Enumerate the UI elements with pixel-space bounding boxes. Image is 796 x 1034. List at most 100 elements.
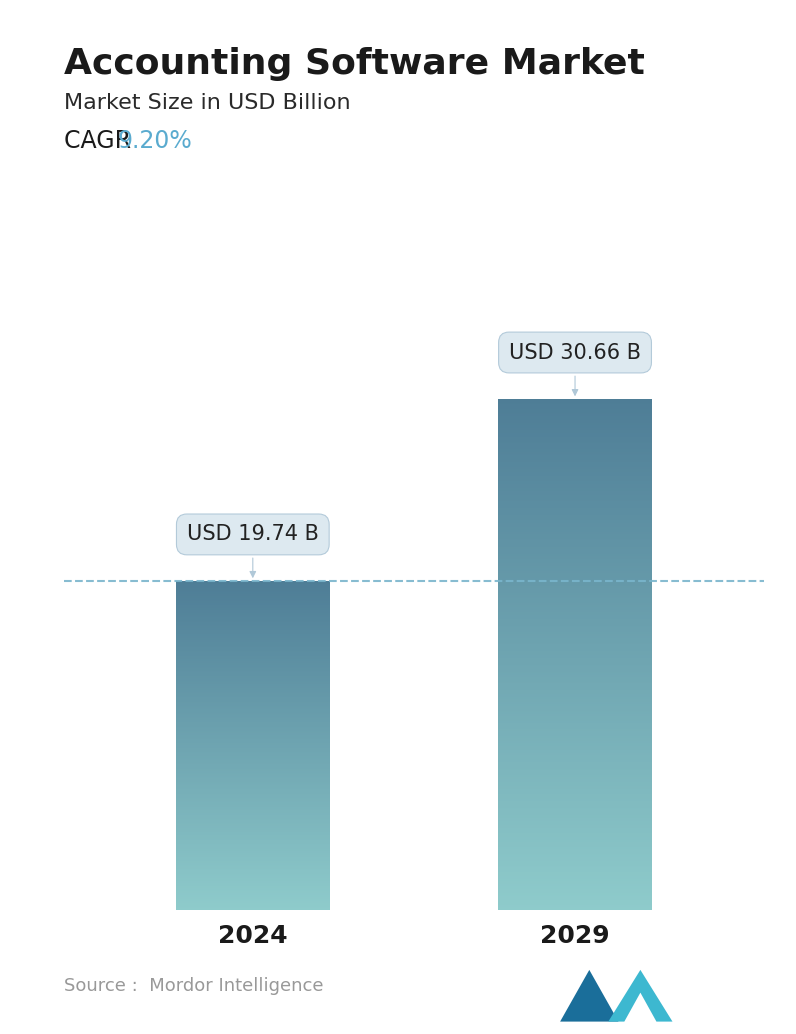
Bar <box>498 576 652 578</box>
Bar <box>176 677 330 678</box>
Bar <box>176 599 330 600</box>
Bar <box>498 647 652 649</box>
Bar <box>176 688 330 689</box>
Bar <box>176 812 330 813</box>
Bar <box>176 656 330 657</box>
Bar <box>176 850 330 851</box>
Bar <box>498 652 652 655</box>
Bar <box>498 786 652 787</box>
Bar <box>176 780 330 781</box>
Bar <box>176 598 330 599</box>
Bar <box>176 762 330 763</box>
Bar <box>498 869 652 871</box>
Bar <box>176 667 330 668</box>
Bar <box>498 496 652 498</box>
Bar <box>176 842 330 843</box>
Bar <box>176 751 330 752</box>
Bar <box>176 800 330 801</box>
Bar <box>498 646 652 647</box>
Bar <box>176 854 330 855</box>
Bar <box>176 772 330 774</box>
Bar <box>498 507 652 508</box>
Bar <box>176 692 330 693</box>
Bar <box>498 602 652 604</box>
Bar <box>176 753 330 754</box>
Bar <box>176 609 330 611</box>
Bar <box>176 757 330 758</box>
Bar <box>176 648 330 649</box>
Bar <box>176 693 330 694</box>
Bar <box>176 595 330 596</box>
Bar <box>176 866 330 868</box>
Bar <box>176 778 330 779</box>
Bar <box>176 784 330 785</box>
Bar <box>498 612 652 613</box>
Bar <box>176 653 330 655</box>
Bar <box>498 617 652 618</box>
Bar <box>176 771 330 772</box>
Bar <box>176 886 330 887</box>
Bar <box>176 748 330 749</box>
Bar <box>176 627 330 629</box>
Bar <box>176 585 330 586</box>
Bar <box>498 768 652 770</box>
Text: CAGR: CAGR <box>64 129 139 153</box>
Bar <box>498 450 652 452</box>
Bar <box>498 578 652 580</box>
Bar <box>498 859 652 860</box>
Bar <box>176 898 330 899</box>
Bar <box>498 839 652 840</box>
Bar <box>498 728 652 729</box>
Bar <box>176 852 330 853</box>
Bar <box>498 544 652 546</box>
Bar <box>176 730 330 731</box>
Bar <box>498 891 652 893</box>
Bar <box>498 638 652 639</box>
Bar <box>176 716 330 717</box>
Bar <box>176 878 330 879</box>
Bar <box>498 401 652 402</box>
Bar <box>176 696 330 697</box>
Bar <box>498 709 652 710</box>
Bar <box>498 675 652 676</box>
Bar <box>176 709 330 710</box>
Bar <box>176 614 330 615</box>
Bar <box>176 758 330 759</box>
Bar <box>176 703 330 704</box>
Bar <box>498 678 652 680</box>
Bar <box>176 831 330 832</box>
Bar <box>176 712 330 713</box>
Bar <box>498 575 652 576</box>
Bar <box>498 428 652 430</box>
Text: USD 19.74 B: USD 19.74 B <box>187 524 318 577</box>
Bar <box>498 888 652 889</box>
Bar <box>498 649 652 651</box>
Bar <box>176 608 330 610</box>
Bar <box>498 676 652 678</box>
Bar <box>498 791 652 792</box>
Bar <box>176 874 330 875</box>
Bar <box>498 755 652 757</box>
Bar <box>176 661 330 662</box>
Bar <box>176 637 330 638</box>
Bar <box>176 620 330 621</box>
Bar <box>176 813 330 814</box>
Bar <box>498 699 652 700</box>
Bar <box>498 707 652 709</box>
Bar <box>176 660 330 661</box>
Bar <box>498 845 652 847</box>
Bar <box>498 673 652 675</box>
Bar <box>498 772 652 773</box>
Bar <box>498 702 652 704</box>
Bar <box>498 494 652 496</box>
Bar <box>176 670 330 671</box>
Bar <box>498 512 652 513</box>
Bar <box>176 768 330 769</box>
Bar <box>176 889 330 890</box>
Bar <box>498 760 652 762</box>
Bar <box>498 626 652 628</box>
Bar <box>176 815 330 816</box>
Bar <box>498 758 652 760</box>
Bar <box>498 518 652 520</box>
Bar <box>176 665 330 666</box>
